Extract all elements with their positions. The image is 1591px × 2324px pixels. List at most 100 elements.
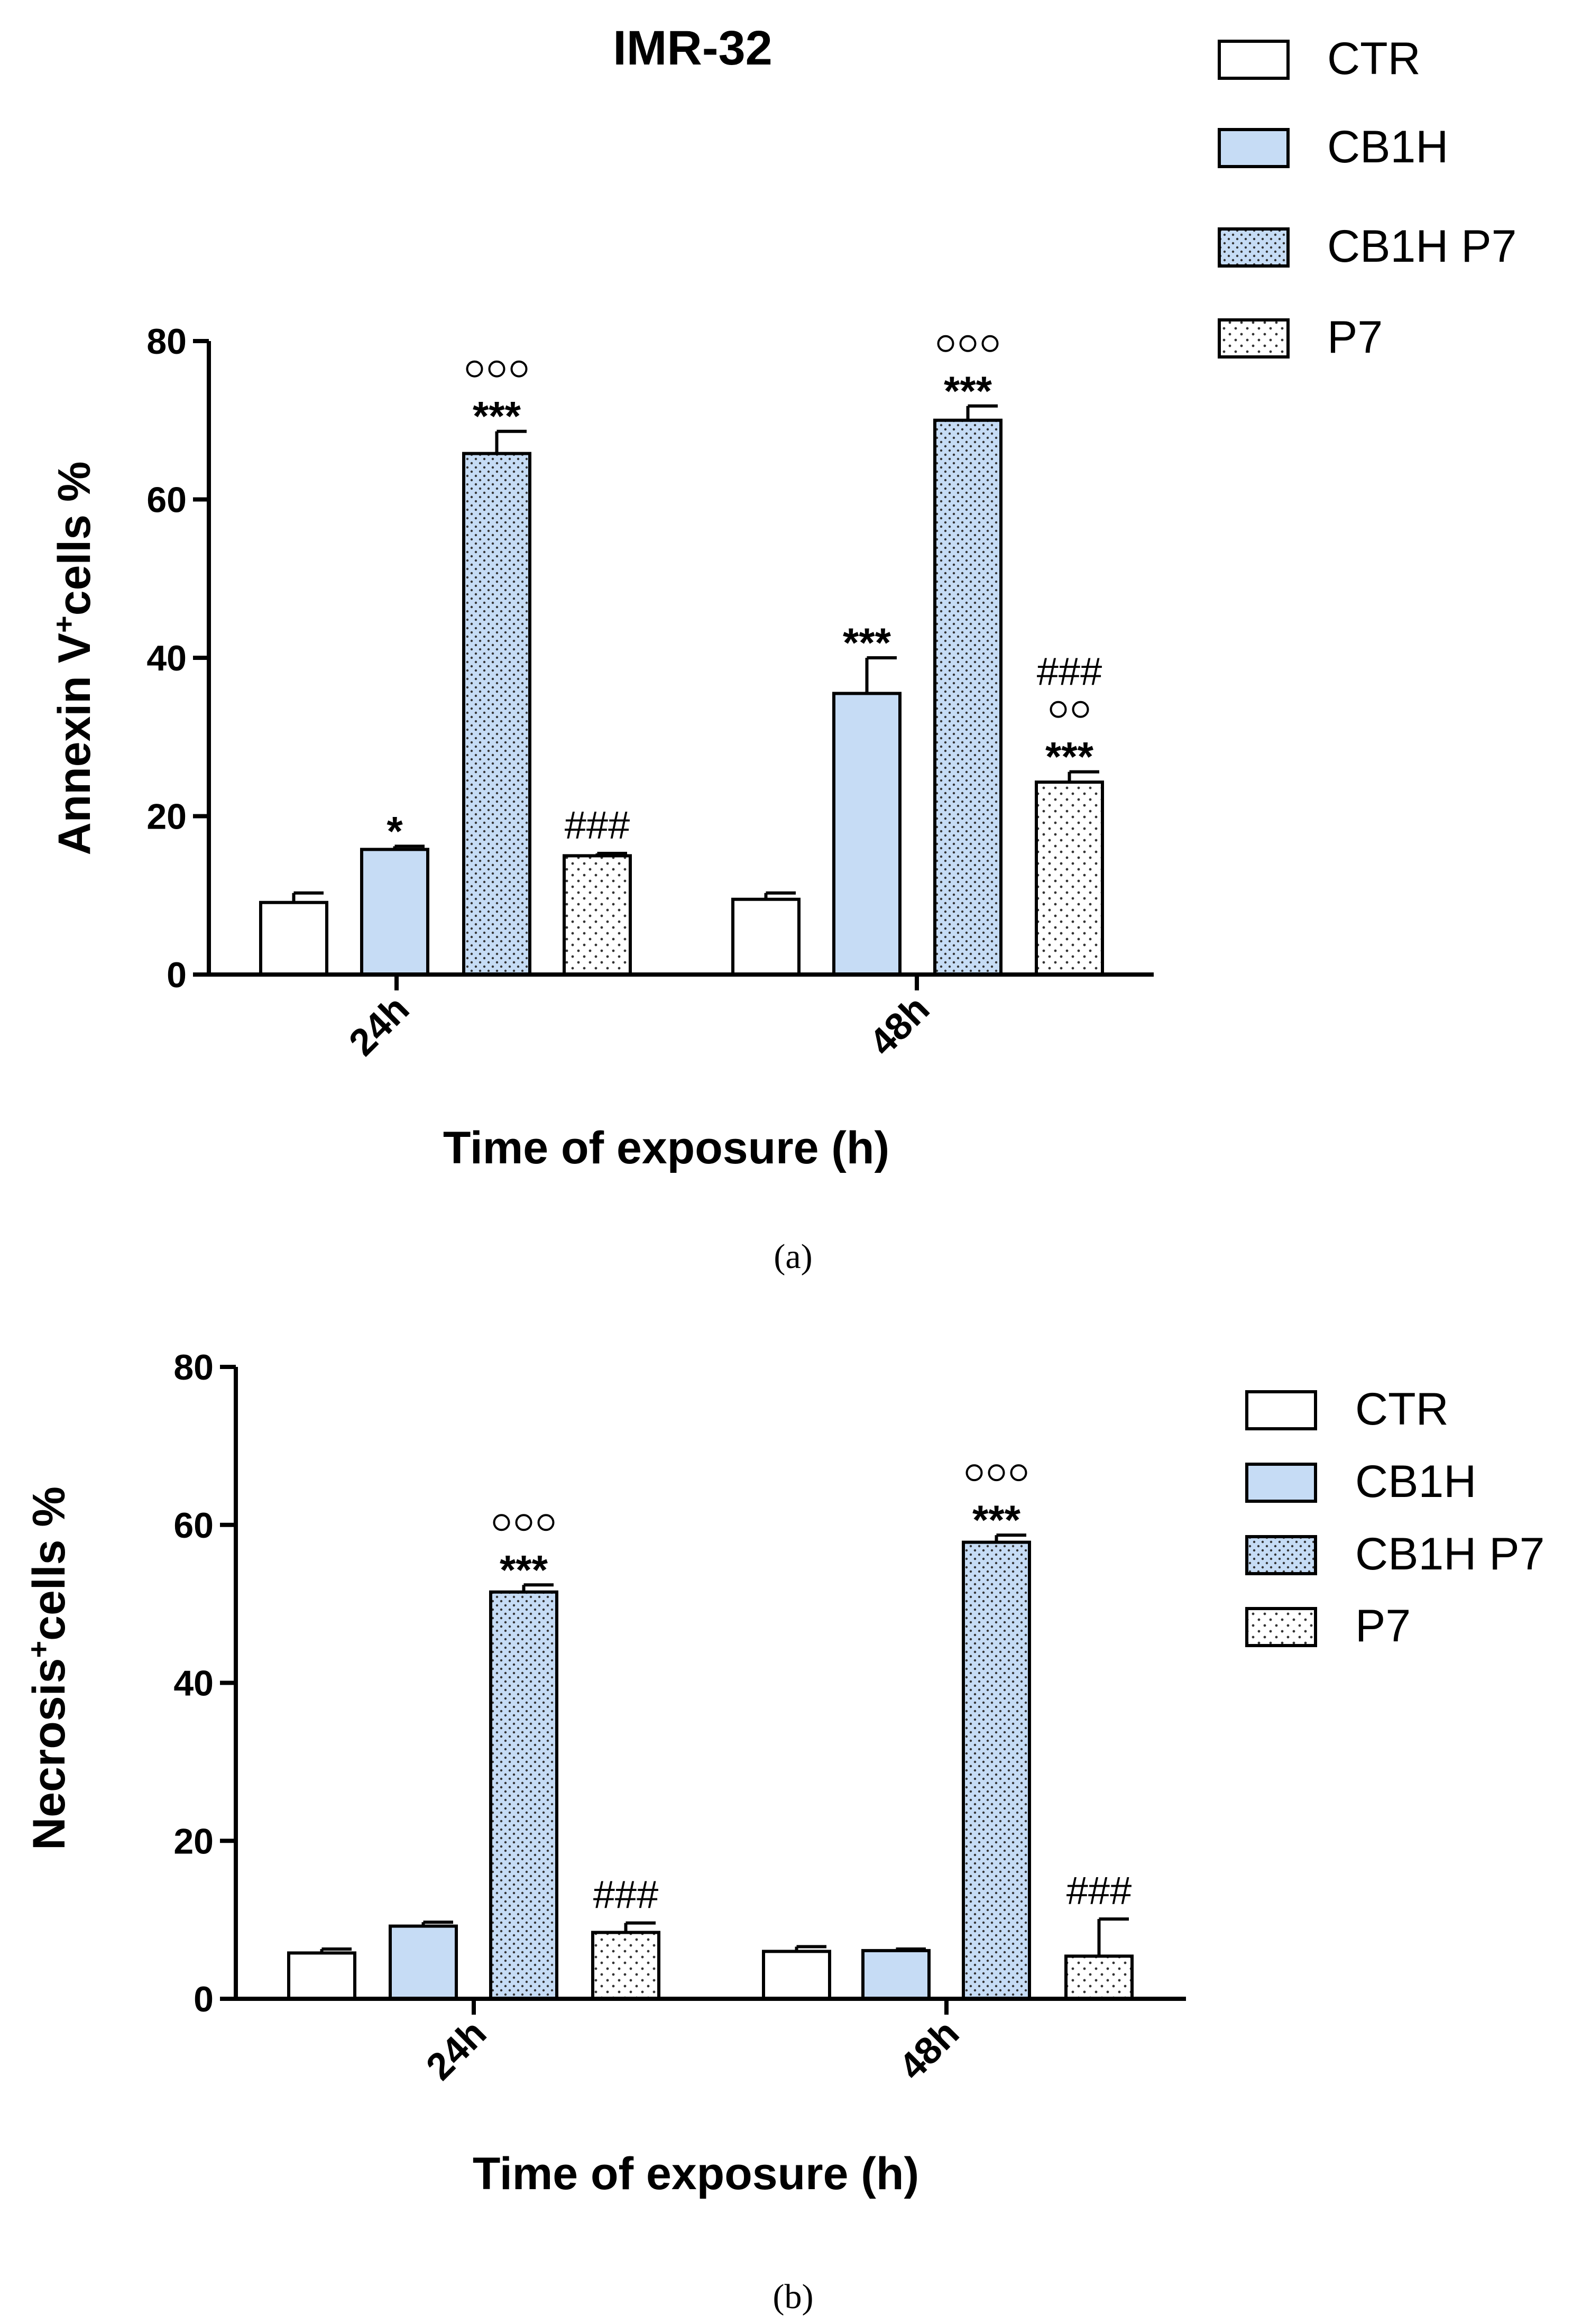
bar-cb1hp7-24h xyxy=(489,1590,558,2000)
legend-label-cb1hp7: CB1H P7 xyxy=(1327,221,1517,272)
significance-ring-circle xyxy=(1010,1464,1027,1482)
y-axis-label-sup: + xyxy=(22,1641,55,1658)
y-tick-label: 60 xyxy=(173,1505,214,1546)
x-ticks: 24h 48h xyxy=(341,975,937,1064)
bar-p7-24h xyxy=(591,1931,660,2000)
significance-ring xyxy=(965,1464,1027,1482)
legend-label-cb1hp7: CB1H P7 xyxy=(1355,1529,1545,1579)
x-tick-label: 24h xyxy=(341,988,417,1064)
y-tick-label: 60 xyxy=(146,480,187,520)
legend-label-p7: P7 xyxy=(1355,1601,1411,1651)
legend: CTR CB1H CB1H P7 P7 xyxy=(1218,33,1517,363)
significance-star: *** xyxy=(944,368,992,414)
caption: (b) xyxy=(773,2277,814,2316)
bar-cb1hp7-24h xyxy=(462,452,531,976)
significance-ring xyxy=(466,360,528,378)
y-axis-label: Annexin V+cells % xyxy=(47,462,100,856)
x-tick-label: 48h xyxy=(861,988,937,1064)
legend-label-ctr: CTR xyxy=(1355,1384,1449,1435)
bar-ctr-24h xyxy=(287,1951,356,2001)
significance-ring-circle xyxy=(1072,701,1089,718)
significance-ring-circle xyxy=(1050,701,1067,718)
bar-cb1h-48h xyxy=(832,692,902,976)
significance-hash: ### xyxy=(1066,1869,1132,1913)
y-tick-label: 0 xyxy=(167,955,187,995)
bar-cb1h-24h xyxy=(389,1924,458,2000)
y-ticks: 0 20 40 60 80 xyxy=(173,1347,236,2019)
y-axis-label-main: Necrosis xyxy=(24,1658,75,1850)
significance-star: *** xyxy=(500,1546,548,1593)
y-tick-label: 0 xyxy=(194,1979,214,2019)
significance-ring-circle xyxy=(959,335,977,352)
error-bars xyxy=(292,404,1099,903)
y-tick-label: 80 xyxy=(146,321,187,362)
y-tick-label: 20 xyxy=(146,797,187,837)
legend-swatch-cb1hp7 xyxy=(1245,1535,1317,1575)
legend-label-p7: P7 xyxy=(1327,312,1383,363)
annotations: **********###***### xyxy=(387,335,1102,854)
bars xyxy=(259,418,1104,977)
svg-text:Necrosis+cells %: Necrosis+cells % xyxy=(22,1486,75,1850)
significance-ring xyxy=(937,335,999,352)
bar-cb1h-48h xyxy=(861,1949,931,2001)
significance-hash: ### xyxy=(565,803,630,847)
significance-ring xyxy=(1050,701,1089,718)
y-tick-label: 20 xyxy=(173,1821,214,1861)
y-axis-label-main: Annexin V xyxy=(49,633,100,856)
significance-star: *** xyxy=(972,1496,1021,1543)
significance-hash: ### xyxy=(593,1873,658,1917)
significance-ring-circle xyxy=(981,335,999,352)
significance-ring xyxy=(493,1514,555,1531)
x-ticks: 24h 48h xyxy=(418,1999,967,2088)
bar-cb1h-24h xyxy=(360,848,429,977)
legend-swatch-cb1h xyxy=(1218,128,1290,168)
y-tick-label: 40 xyxy=(173,1664,214,1704)
y-axis-label: Necrosis+cells % xyxy=(22,1486,75,1850)
legend-swatch-ctr xyxy=(1218,40,1290,80)
significance-ring-circle xyxy=(488,360,505,378)
significance-ring-circle xyxy=(537,1514,555,1531)
legend-swatch-p7 xyxy=(1245,1607,1317,1647)
legend-swatch-ctr xyxy=(1245,1390,1317,1430)
y-axis-label-rest: cells % xyxy=(49,462,100,616)
annotations: *** *** ### ### xyxy=(493,1464,1132,1917)
y-axis-label-rest: cells % xyxy=(24,1486,75,1641)
significance-ring-circle xyxy=(510,360,528,378)
significance-hash: ### xyxy=(1037,650,1102,694)
svg-text:Annexin V+cells %: Annexin V+cells % xyxy=(47,462,100,856)
significance-ring-circle xyxy=(493,1514,510,1531)
error-bars xyxy=(320,1533,1129,1956)
x-tick-label: 48h xyxy=(891,2012,967,2088)
significance-ring-circle xyxy=(965,1464,983,1482)
significance-ring-circle xyxy=(937,335,954,352)
bar-cb1hp7-48h xyxy=(933,418,1003,976)
y-tick-label: 40 xyxy=(146,638,187,678)
x-axis-label: Time of exposure (h) xyxy=(443,1123,889,1173)
y-axis-label-sup: + xyxy=(47,616,80,633)
bar-cb1hp7-48h xyxy=(962,1540,1031,2001)
bar-p7-48h xyxy=(1035,780,1104,977)
bar-ctr-48h xyxy=(731,897,801,977)
legend-swatch-p7 xyxy=(1218,318,1290,359)
x-tick-label: 24h xyxy=(418,2012,494,2088)
legend-label-cb1h: CB1H xyxy=(1355,1456,1476,1507)
bar-ctr-24h xyxy=(259,901,328,977)
x-axis-label: Time of exposure (h) xyxy=(473,2148,919,2199)
significance-ring-circle xyxy=(515,1514,532,1531)
significance-star: *** xyxy=(843,619,891,666)
bars xyxy=(287,1540,1134,2001)
legend-label-ctr: CTR xyxy=(1327,33,1421,84)
significance-star: *** xyxy=(1045,733,1094,780)
legend-swatch-cb1hp7 xyxy=(1218,227,1290,268)
significance-star: * xyxy=(387,807,403,854)
bar-p7-24h xyxy=(563,854,632,976)
bar-ctr-48h xyxy=(762,1950,831,2000)
significance-ring-circle xyxy=(466,360,483,378)
chart-title: IMR-32 xyxy=(613,21,772,75)
legend: CTR CB1H CB1H P7 P7 xyxy=(1245,1384,1545,1651)
bar-p7-48h xyxy=(1064,1954,1134,2000)
y-ticks: 0 20 40 60 80 xyxy=(146,321,209,995)
y-tick-label: 80 xyxy=(173,1347,214,1388)
